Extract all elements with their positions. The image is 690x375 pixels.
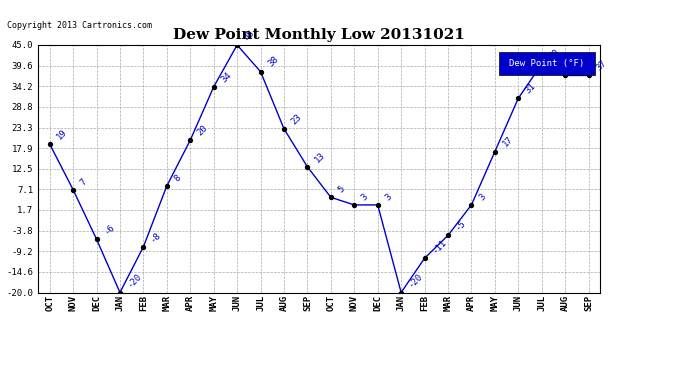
- Point: [255, 69, 266, 75]
- Text: 8: 8: [172, 173, 183, 183]
- Text: 20: 20: [196, 123, 210, 137]
- Text: 34: 34: [219, 70, 233, 84]
- Point: [419, 255, 430, 261]
- Point: [372, 202, 383, 208]
- Point: [208, 84, 219, 90]
- Text: -11: -11: [430, 238, 448, 255]
- Text: 23: 23: [290, 112, 304, 126]
- Point: [68, 187, 79, 193]
- Point: [44, 141, 55, 147]
- Point: [161, 183, 172, 189]
- Text: 3: 3: [359, 192, 370, 202]
- Text: 38: 38: [266, 55, 280, 69]
- Point: [232, 42, 243, 48]
- Text: 40: 40: [547, 47, 561, 61]
- Point: [536, 61, 547, 67]
- Text: 13: 13: [313, 150, 327, 164]
- Text: 31: 31: [524, 82, 538, 96]
- Point: [279, 126, 290, 132]
- Text: 7: 7: [79, 177, 89, 187]
- Point: [185, 137, 196, 143]
- Point: [489, 148, 500, 154]
- Text: 5: 5: [337, 184, 346, 195]
- Text: 3: 3: [383, 192, 393, 202]
- Title: Dew Point Monthly Low 20131021: Dew Point Monthly Low 20131021: [173, 28, 465, 42]
- Point: [513, 95, 524, 101]
- Point: [348, 202, 359, 208]
- Point: [325, 194, 336, 200]
- Point: [138, 244, 149, 250]
- Text: -20: -20: [126, 272, 144, 290]
- Text: 17: 17: [500, 135, 514, 149]
- Point: [466, 202, 477, 208]
- Text: 3: 3: [477, 192, 487, 202]
- Point: [395, 290, 406, 296]
- Point: [91, 236, 102, 242]
- Point: [560, 72, 571, 78]
- Text: -20: -20: [406, 272, 424, 290]
- FancyBboxPatch shape: [499, 53, 595, 75]
- Text: -5: -5: [453, 219, 468, 232]
- Text: 37: 37: [594, 59, 608, 73]
- Text: Copyright 2013 Cartronics.com: Copyright 2013 Cartronics.com: [7, 21, 152, 30]
- Text: 37: 37: [571, 59, 584, 73]
- Point: [302, 164, 313, 170]
- Text: -8: -8: [149, 230, 163, 244]
- Point: [442, 232, 453, 238]
- Text: Dew Point (°F): Dew Point (°F): [509, 59, 584, 68]
- Point: [115, 290, 126, 296]
- Point: [583, 72, 594, 78]
- Text: 19: 19: [55, 127, 69, 141]
- Text: -6: -6: [102, 222, 116, 236]
- Text: 45: 45: [243, 28, 257, 42]
